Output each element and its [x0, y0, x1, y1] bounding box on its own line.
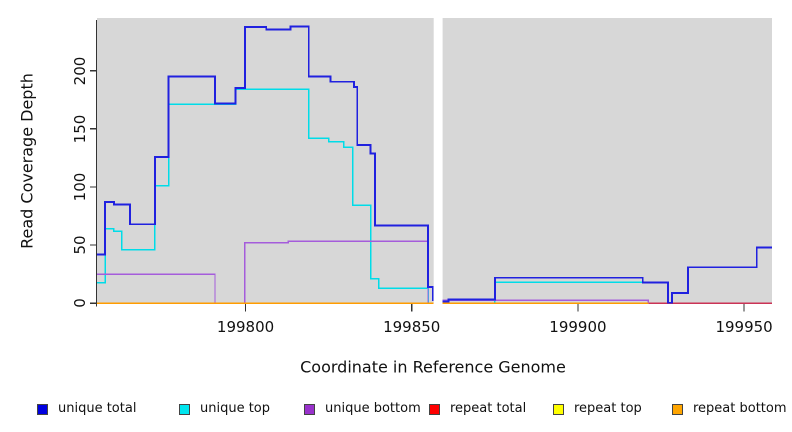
y-axis-title: Read Coverage Depth	[17, 73, 37, 249]
y-tick-label: 200	[71, 56, 89, 85]
series-unique-top-line	[97, 88, 434, 305]
legend-item-label: unique bottom	[325, 401, 421, 416]
legend-item-unique-top: unique top	[179, 401, 270, 417]
x-tick-label: 199900	[549, 318, 607, 336]
x-tick-label: 199800	[216, 318, 275, 336]
legend-item-unique-total: unique total	[37, 401, 136, 417]
series-unique-bottom-line	[442, 299, 650, 304]
y-tick-label: 50	[71, 235, 89, 255]
legend-item-label: unique total	[58, 401, 137, 416]
legend-swatch-icon	[37, 403, 48, 415]
legend-item-label: repeat bottom	[693, 401, 787, 416]
legend-swatch-icon	[179, 403, 190, 415]
legend-swatch-icon	[553, 403, 564, 415]
x-tick-label: 199950	[715, 318, 773, 336]
legend-item-unique-bottom: unique bottom	[304, 401, 421, 417]
series-unique-total-line	[97, 25, 434, 301]
plot-panel-right	[442, 18, 772, 304]
legend-item-label: repeat top	[574, 401, 642, 416]
legend-item-repeat-top: repeat top	[553, 401, 642, 417]
legend-item-repeat-total: repeat total	[429, 401, 526, 417]
legend-swatch-icon	[429, 403, 440, 415]
x-axis-title: Coordinate in Reference Genome	[300, 357, 566, 377]
legend-item-repeat-bottom: repeat bottom	[672, 401, 787, 417]
legend-item-label: repeat total	[450, 401, 527, 416]
legend-item-label: unique top	[200, 401, 271, 416]
y-tick-label: 100	[71, 172, 89, 202]
legend-swatch-icon	[672, 403, 683, 415]
x-tick-label: 199850	[383, 318, 441, 336]
y-tick-label: 0	[71, 298, 89, 309]
plot-panel-left	[97, 18, 434, 304]
y-tick-label: 150	[71, 114, 89, 144]
series-unique-total-line	[442, 246, 772, 304]
legend-swatch-icon	[304, 403, 315, 415]
